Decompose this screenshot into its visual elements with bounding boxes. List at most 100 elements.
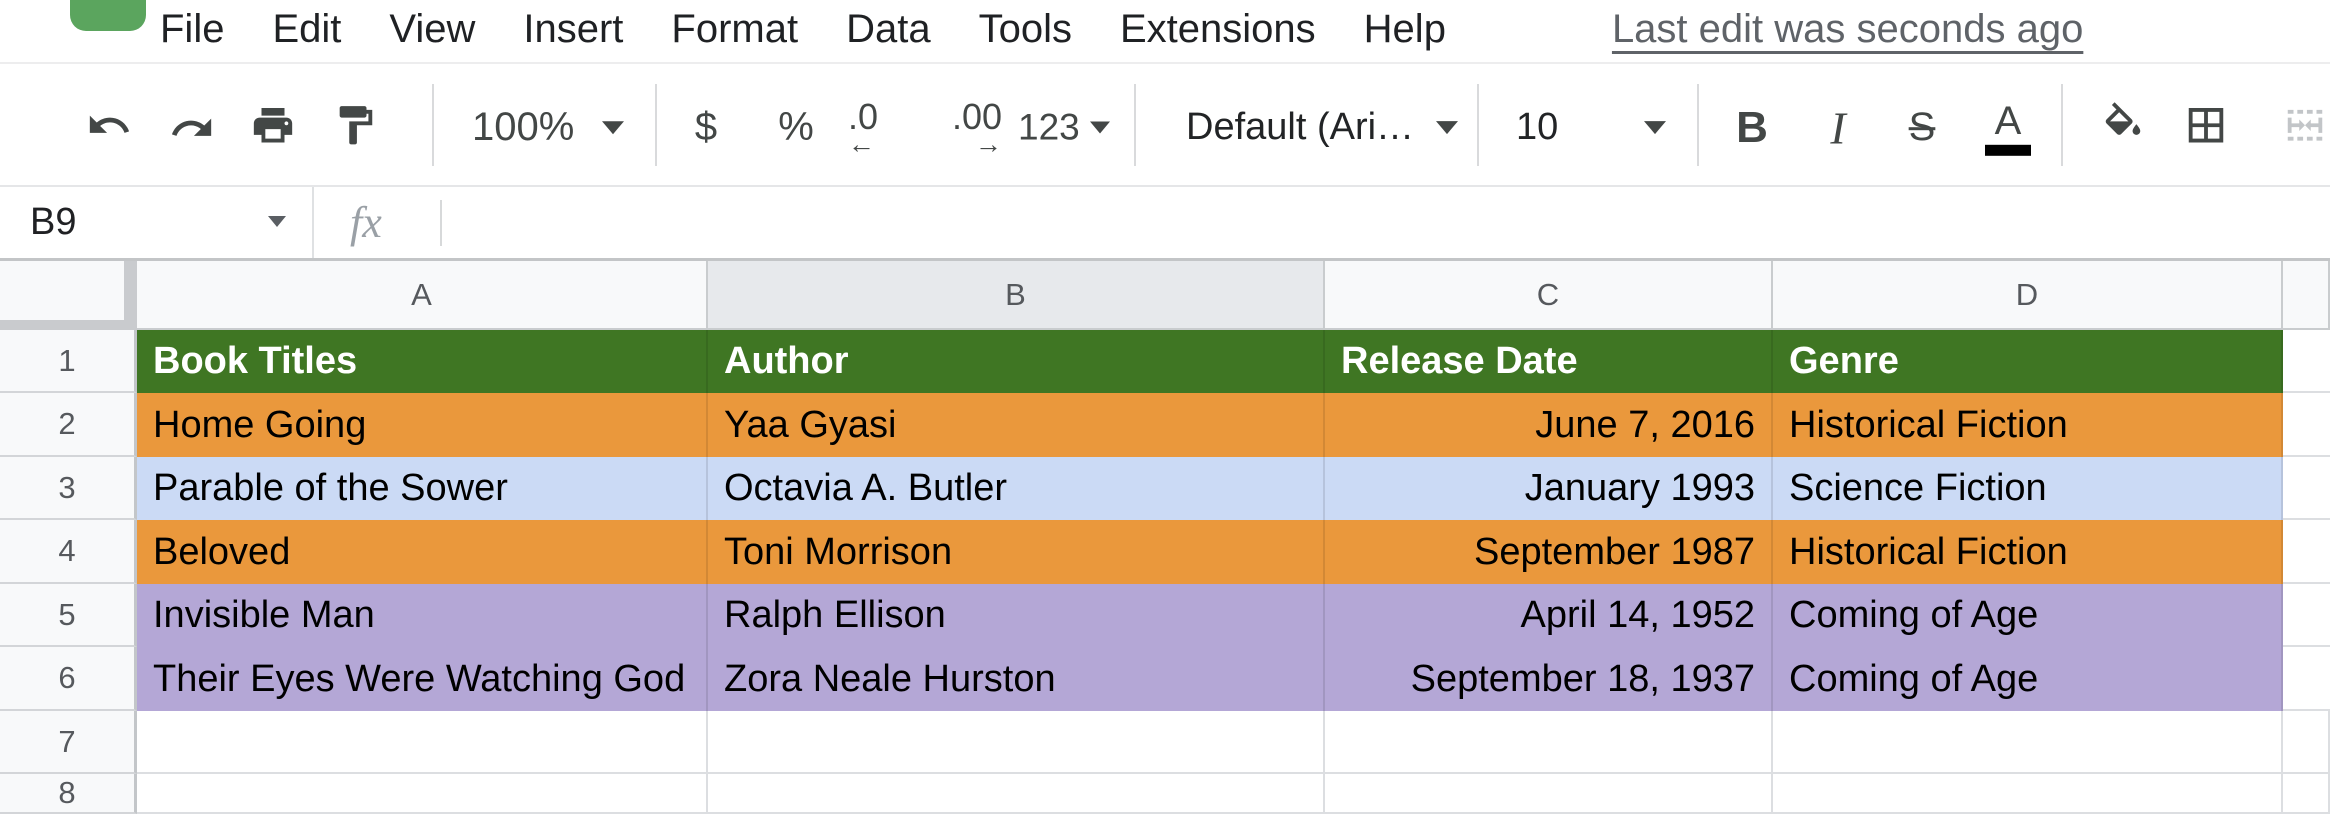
menu-insert[interactable]: Insert xyxy=(523,6,624,51)
print-button[interactable] xyxy=(246,101,300,155)
menu-data[interactable]: Data xyxy=(846,6,931,51)
zoom-select[interactable]: 100% xyxy=(472,105,625,150)
formula-bar: B9 fx xyxy=(0,185,2330,258)
cell-C8[interactable] xyxy=(1325,774,1773,814)
cell-B4[interactable]: Toni Morrison xyxy=(708,520,1325,584)
cell-D6[interactable]: Coming of Age xyxy=(1773,647,2283,711)
cell-B6[interactable]: Zora Neale Hurston xyxy=(708,647,1325,711)
cell-A8[interactable] xyxy=(137,774,708,814)
increase-decimal-button[interactable]: .00 → xyxy=(922,98,1002,158)
column-header-a[interactable]: A xyxy=(137,261,708,330)
borders-button[interactable] xyxy=(2179,101,2233,155)
cell-A3[interactable]: Parable of the Sower xyxy=(137,457,708,520)
cell-B5[interactable]: Ralph Ellison xyxy=(708,584,1325,647)
number-format-button[interactable]: 123 xyxy=(1018,106,1110,148)
cell-E8[interactable] xyxy=(2283,774,2330,814)
number-format-label: 123 xyxy=(1018,106,1080,148)
italic-button[interactable]: I xyxy=(1818,101,1858,154)
cell-D3[interactable]: Science Fiction xyxy=(1773,457,2283,520)
cell-C1[interactable]: Release Date xyxy=(1325,330,1773,393)
cell-B7[interactable] xyxy=(708,711,1325,774)
cell-A2[interactable]: Home Going xyxy=(137,393,708,457)
cell-C3[interactable]: January 1993 xyxy=(1325,457,1773,520)
cell-A7[interactable] xyxy=(137,711,708,774)
name-box[interactable]: B9 xyxy=(30,187,76,258)
menu-help[interactable]: Help xyxy=(1363,6,1446,51)
cell-A5[interactable]: Invisible Man xyxy=(137,584,708,647)
column-header-e[interactable] xyxy=(2283,261,2330,330)
menu-tools[interactable]: Tools xyxy=(978,6,1072,51)
name-box-caret-icon[interactable] xyxy=(268,216,286,227)
formula-input[interactable] xyxy=(460,187,2320,258)
menu-edit[interactable]: Edit xyxy=(272,6,342,51)
cell-E7[interactable] xyxy=(2283,711,2330,774)
text-color-button[interactable]: A xyxy=(1982,100,2034,156)
last-edit-link[interactable]: Last edit was seconds ago xyxy=(1611,6,2084,51)
font-select[interactable]: Default (Ari… xyxy=(1186,105,1459,149)
row-header-1[interactable]: 1 xyxy=(0,330,137,393)
arrow-left-icon: ← xyxy=(848,128,875,159)
column-header-c[interactable]: C xyxy=(1325,261,1773,330)
cell-D7[interactable] xyxy=(1773,711,2283,774)
cell-C2[interactable]: June 7, 2016 xyxy=(1325,393,1773,457)
menu-format[interactable]: Format xyxy=(671,6,799,51)
row-header-4[interactable]: 4 xyxy=(0,520,137,584)
cell-B2[interactable]: Yaa Gyasi xyxy=(708,393,1325,457)
format-currency-button[interactable]: $ xyxy=(686,105,726,150)
sheets-logo-icon[interactable] xyxy=(70,0,146,31)
paint-format-button[interactable] xyxy=(328,101,382,155)
cell-D5[interactable]: Coming of Age xyxy=(1773,584,2283,647)
percent-icon: % xyxy=(778,104,814,149)
menu-file[interactable]: File xyxy=(160,6,225,51)
fill-color-button[interactable] xyxy=(2096,101,2150,155)
cell-A6[interactable]: Their Eyes Were Watching God xyxy=(137,647,708,711)
menu-view[interactable]: View xyxy=(389,6,476,51)
toolbar: 100% $ % .0 ← .00 → 123 Default (Ari… 10… xyxy=(0,64,2330,185)
cell-E1[interactable] xyxy=(2283,330,2330,393)
font-name-value: Default (Ari… xyxy=(1186,105,1415,148)
row-header-8[interactable]: 8 xyxy=(0,774,137,814)
menu-extensions[interactable]: Extensions xyxy=(1120,6,1316,51)
font-size-value: 10 xyxy=(1516,105,1559,148)
cell-B1[interactable]: Author xyxy=(708,330,1325,393)
cell-C6[interactable]: September 18, 1937 xyxy=(1325,647,1773,711)
borders-icon xyxy=(2183,102,2229,153)
font-size-select[interactable]: 10 xyxy=(1516,106,1666,149)
column-header-b[interactable]: B xyxy=(708,261,1325,330)
row-header-7[interactable]: 7 xyxy=(0,711,137,774)
toolbar-separator xyxy=(655,83,657,166)
cell-E5[interactable] xyxy=(2283,584,2330,647)
toolbar-separator xyxy=(1134,83,1136,166)
bold-button[interactable]: B xyxy=(1728,103,1776,153)
cell-D1[interactable]: Genre xyxy=(1773,330,2283,393)
redo-button[interactable] xyxy=(165,101,219,155)
cell-A4[interactable]: Beloved xyxy=(137,520,708,584)
cell-E6[interactable] xyxy=(2283,647,2330,711)
column-header-d[interactable]: D xyxy=(1773,261,2283,330)
undo-button[interactable] xyxy=(82,101,136,155)
cell-B8[interactable] xyxy=(708,774,1325,814)
cell-D4[interactable]: Historical Fiction xyxy=(1773,520,2283,584)
cell-E3[interactable] xyxy=(2283,457,2330,520)
cell-A1[interactable]: Book Titles xyxy=(137,330,708,393)
cell-B3[interactable]: Octavia A. Butler xyxy=(708,457,1325,520)
row-header-3[interactable]: 3 xyxy=(0,457,137,520)
decrease-decimal-button[interactable]: .0 ← xyxy=(848,98,908,159)
caret-down-icon xyxy=(602,120,625,134)
cell-E2[interactable] xyxy=(2283,393,2330,457)
row-header-6[interactable]: 6 xyxy=(0,647,137,711)
cell-D2[interactable]: Historical Fiction xyxy=(1773,393,2283,457)
toolbar-separator xyxy=(432,83,434,166)
select-all-corner[interactable] xyxy=(0,261,137,330)
cell-E4[interactable] xyxy=(2283,520,2330,584)
strikethrough-button[interactable]: S xyxy=(1898,105,1946,150)
row-header-5[interactable]: 5 xyxy=(0,584,137,647)
cell-C5[interactable]: April 14, 1952 xyxy=(1325,584,1773,647)
cell-D8[interactable] xyxy=(1773,774,2283,814)
row-header-2[interactable]: 2 xyxy=(0,393,137,457)
format-percent-button[interactable]: % xyxy=(770,105,822,150)
merge-cells-button[interactable] xyxy=(2278,101,2330,155)
merge-cells-icon xyxy=(2282,102,2328,153)
cell-C4[interactable]: September 1987 xyxy=(1325,520,1773,584)
cell-C7[interactable] xyxy=(1325,711,1773,774)
